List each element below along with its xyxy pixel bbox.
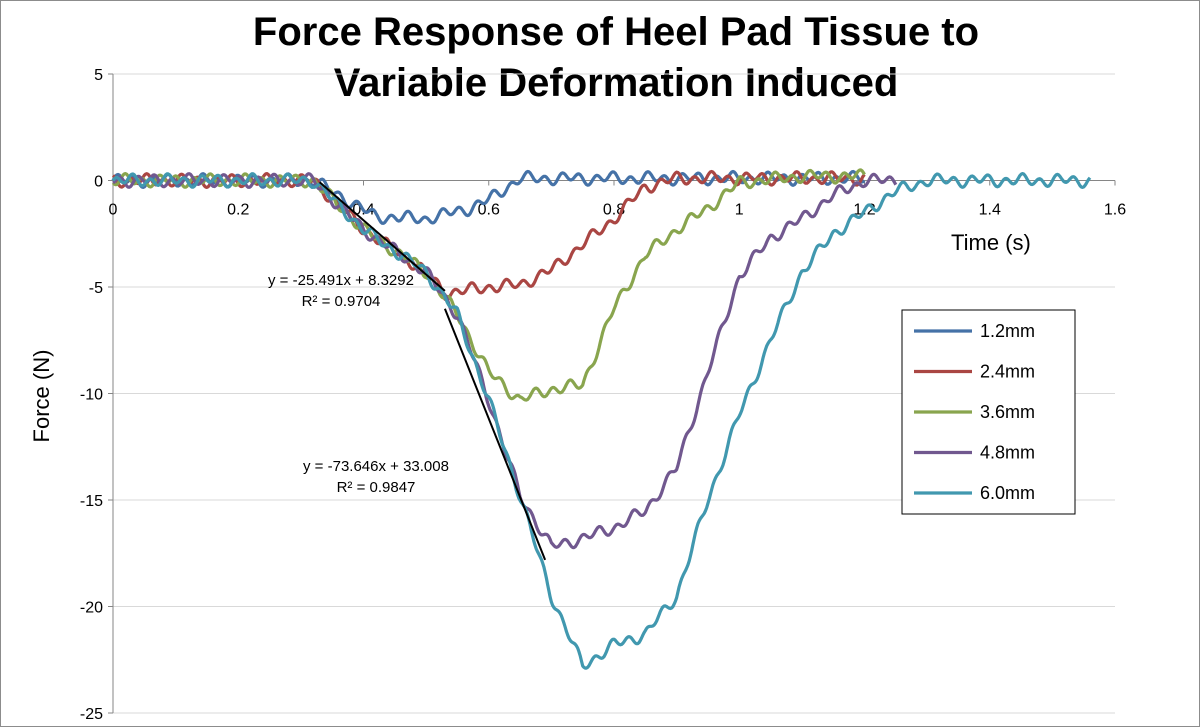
x-tick-label: 0.6 — [478, 202, 500, 219]
trendline-1 — [319, 181, 446, 292]
x-tick-label: 0.2 — [227, 202, 249, 219]
series-line-6.0mm — [111, 172, 1092, 670]
legend-entry: 2.4mm — [980, 362, 1035, 382]
series-line-3.6mm — [111, 168, 866, 402]
trendline-2-label: y = -73.646x + 33.008 — [303, 458, 449, 475]
legend: 1.2mm 2.4mm 3.6mm 4.8mm 6.0mm — [901, 309, 1076, 515]
trendlines: y = -25.491x + 8.3292 R² = 0.9704 y = -73.… — [268, 181, 547, 561]
trendline-1-label: y = -25.491x + 8.3292 — [268, 272, 414, 289]
trendline-2 — [443, 308, 547, 561]
trendline-1-label: R² = 0.9704 — [302, 293, 381, 310]
y-axis-label: Force (N) — [29, 350, 54, 443]
y-tick-label: 5 — [94, 67, 103, 84]
legend-entry: 4.8mm — [980, 443, 1035, 463]
chart-title-line-1: Force Response of Heel Pad Tissue to — [253, 10, 979, 54]
y-tick-label: 0 — [94, 174, 103, 191]
chart-title-line-2: Variable Deformation Induced — [334, 61, 899, 105]
series-lines — [111, 168, 1092, 670]
x-tick-label: 1.4 — [979, 202, 1001, 219]
x-tick-label: 1 — [735, 202, 744, 219]
legend-entry: 6.0mm — [980, 483, 1035, 503]
x-axis-label: Time (s) — [951, 230, 1031, 255]
trendline-2-label: R² = 0.9847 — [337, 479, 416, 496]
x-tick-label: 1.6 — [1104, 202, 1126, 219]
series-line-2.4mm — [111, 169, 866, 302]
y-tick-label: -5 — [89, 280, 103, 297]
y-tick-label: -15 — [80, 493, 103, 510]
y-tick-label: -25 — [80, 706, 103, 723]
series-line-4.8mm — [112, 172, 898, 550]
legend-entry: 1.2mm — [980, 321, 1035, 341]
legend-entry: 3.6mm — [980, 402, 1035, 422]
x-tick-label: 0 — [109, 202, 118, 219]
y-tick-label: -20 — [80, 600, 103, 617]
y-tick-label: -10 — [80, 387, 103, 404]
